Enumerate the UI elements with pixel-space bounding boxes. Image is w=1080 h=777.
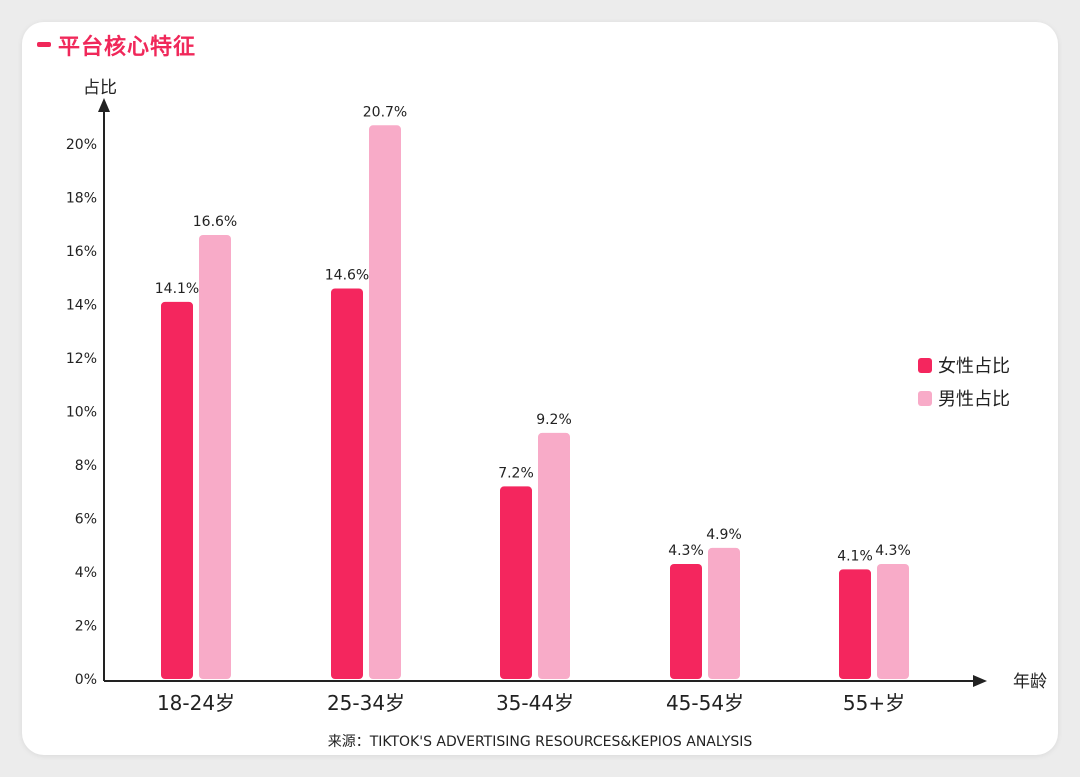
y-tick-label: 6% [75,512,97,528]
y-tick-label: 20% [66,137,97,153]
data-label: 4.3% [875,543,911,559]
y-tick-label: 14% [66,298,97,314]
data-label: 20.7% [363,104,407,120]
x-category-label: 35-44岁 [496,691,574,715]
y-tick-label: 8% [75,458,97,474]
data-label: 14.6% [325,267,369,283]
bar-female [670,563,702,679]
bar-male [369,125,401,679]
x-category-label: 45-54岁 [666,691,744,715]
y-tick-label: 12% [66,351,97,367]
bar-female [500,486,532,679]
legend-label: 女性占比 [938,356,1010,377]
y-tick-label: 4% [75,565,97,581]
source-note: 来源：TIKTOK'S ADVERTISING RESOURCES&KEPIOS… [327,734,753,750]
y-axis-arrow-icon [98,98,110,112]
x-axis-arrow-icon [973,675,987,687]
data-label: 9.2% [536,412,572,428]
page-title: 平台核心特征 [58,35,197,60]
data-label: 4.3% [668,543,704,559]
bar-female [839,569,871,679]
x-category-label: 18-24岁 [157,691,235,715]
y-axis-title: 占比 [83,78,117,98]
bar-male [708,547,740,679]
y-tick-label: 0% [75,672,97,688]
y-tick-label: 2% [75,619,97,635]
x-category-label: 25-34岁 [327,691,405,715]
y-tick-label: 16% [66,244,97,260]
legend-swatch [918,391,932,406]
x-axis-title: 年龄 [1013,672,1047,692]
data-label: 16.6% [193,214,237,230]
legend-swatch [918,358,932,373]
legend-label: 男性占比 [938,389,1010,410]
data-label: 4.9% [706,527,742,543]
data-label: 4.1% [837,548,873,564]
bar-male [877,563,909,679]
bar-male [538,432,570,679]
y-tick-label: 18% [66,191,97,207]
header-accent-bar [37,42,51,47]
data-label: 7.2% [498,465,534,481]
data-label: 14.1% [155,281,199,297]
bar-male [199,234,231,679]
bar-female [331,288,363,679]
y-tick-label: 10% [66,405,97,421]
bar-female [161,301,193,679]
x-category-label: 55+岁 [843,691,905,715]
